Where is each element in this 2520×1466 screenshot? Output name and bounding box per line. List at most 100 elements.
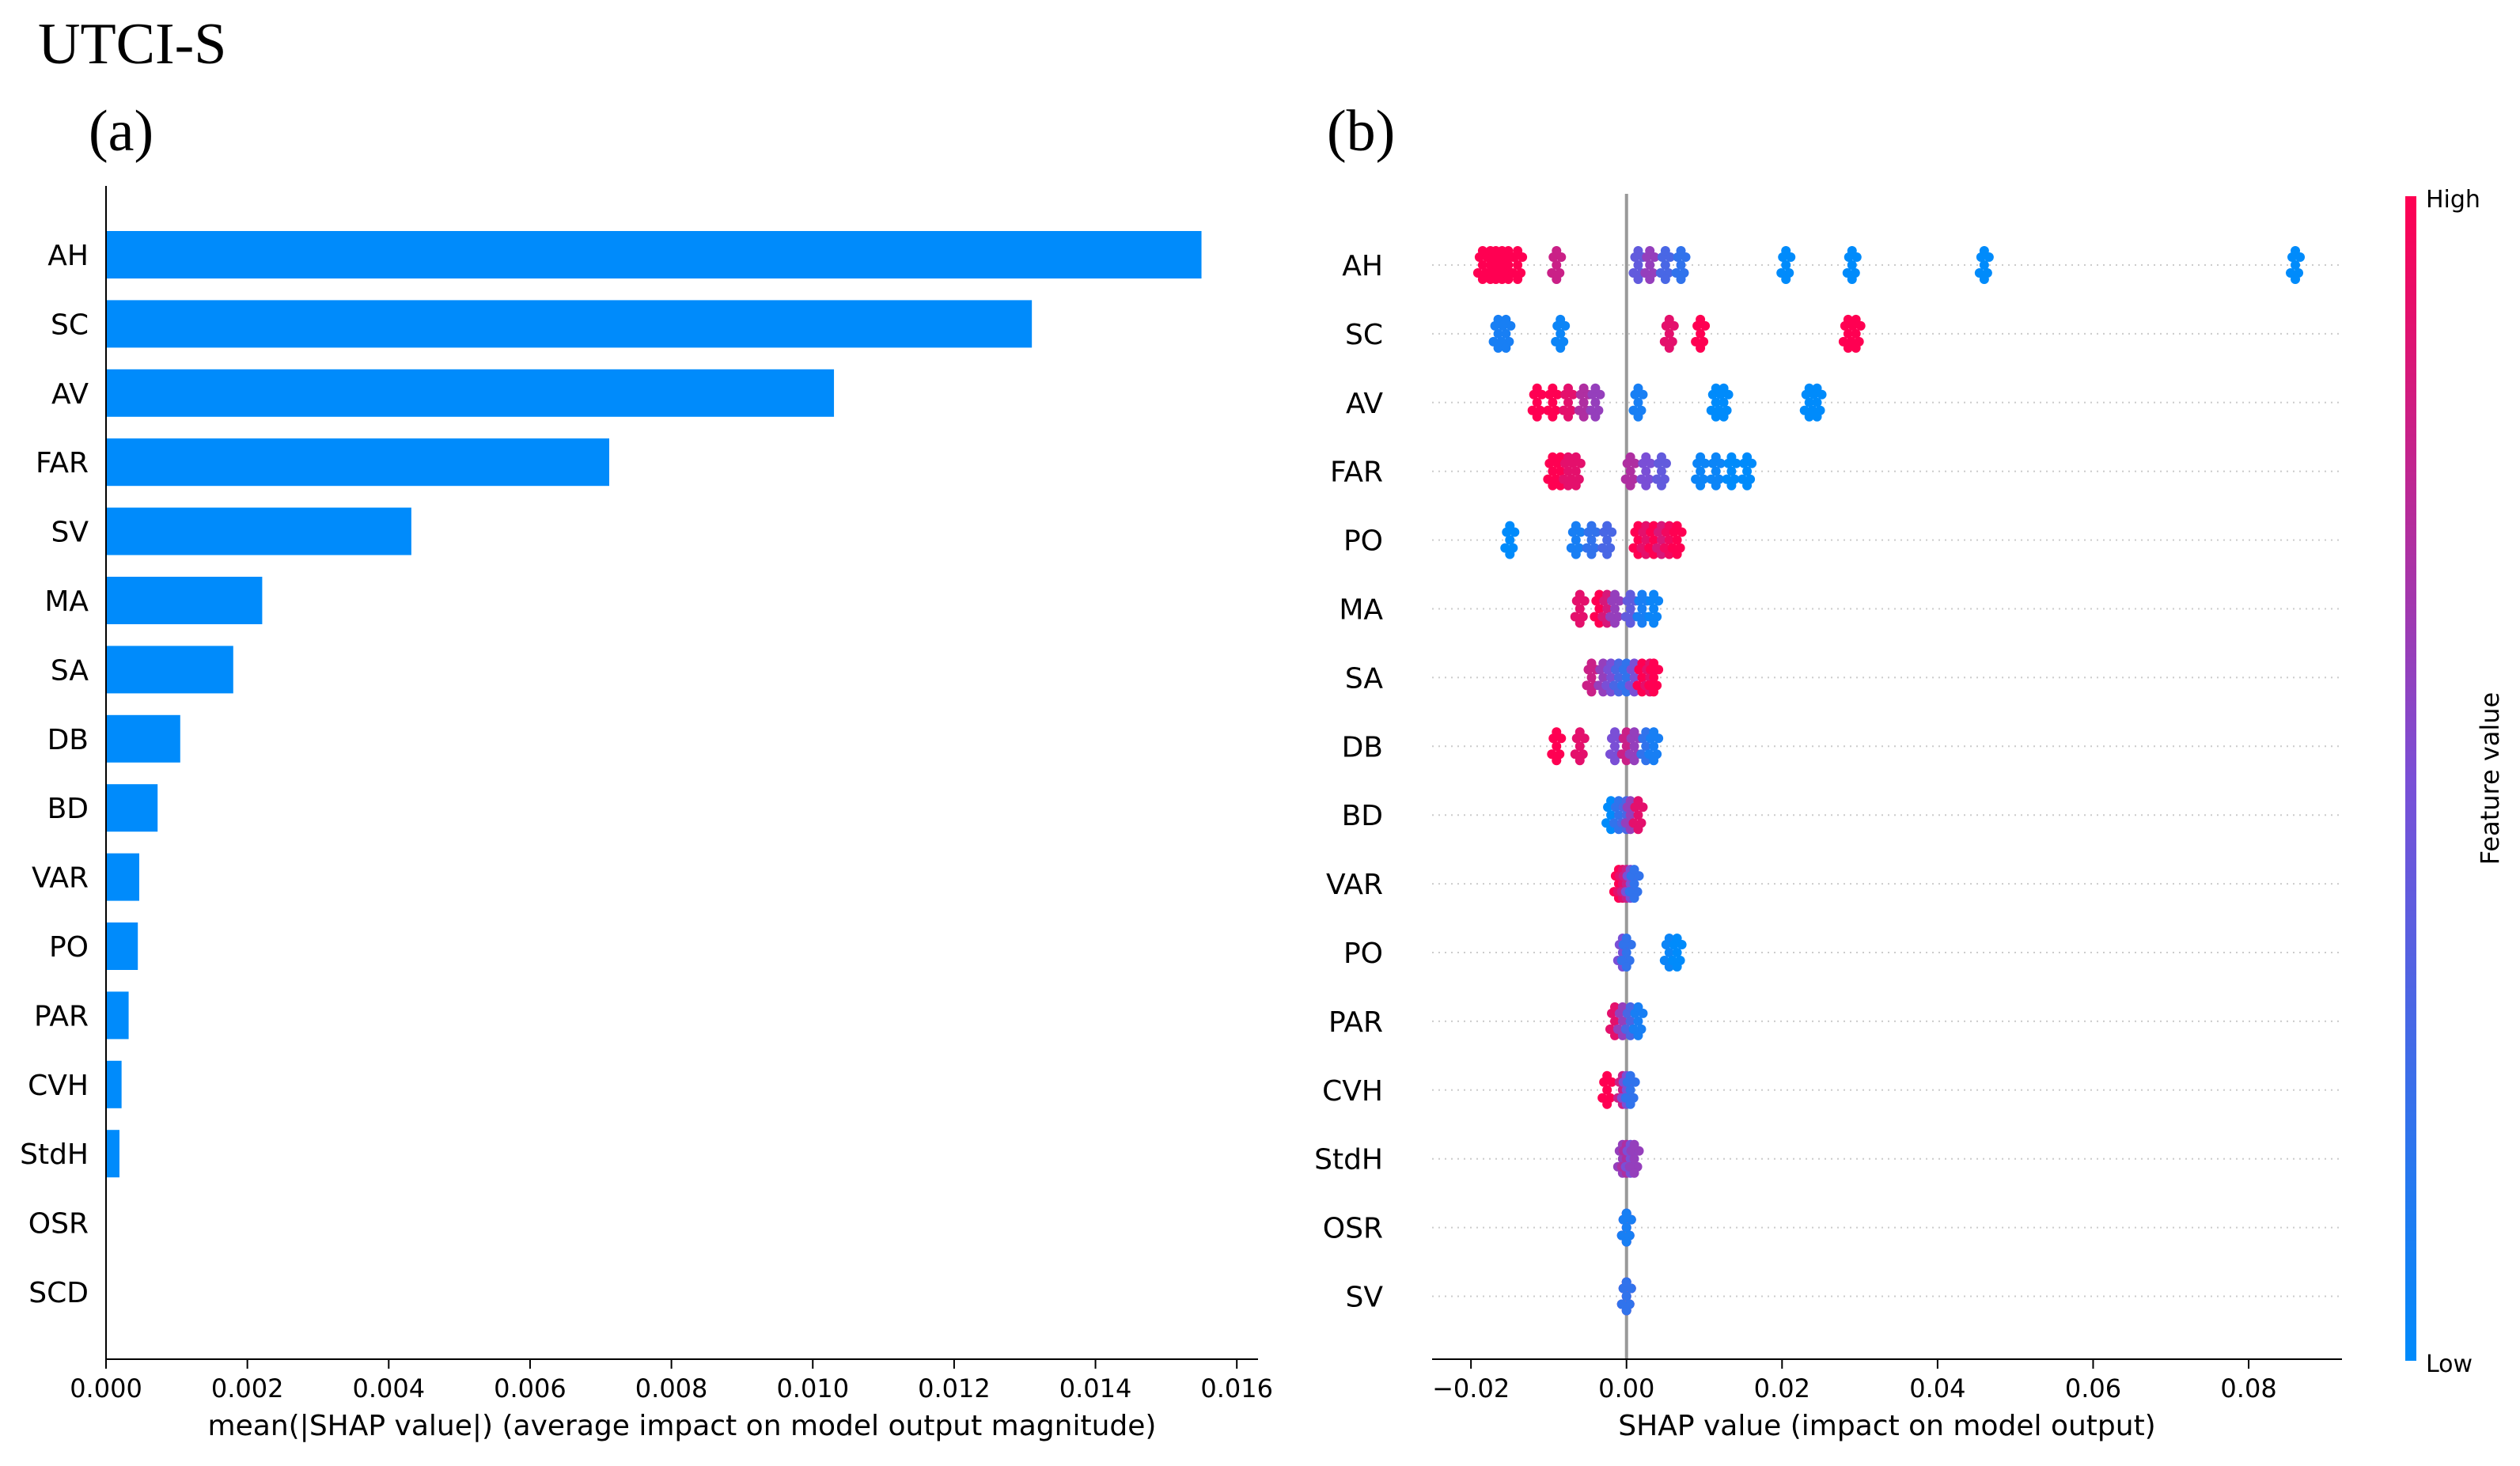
- point-ah: [1503, 260, 1514, 270]
- bar-x-tick-label: 0.006: [494, 1373, 567, 1403]
- bar-cvh: [106, 1060, 122, 1108]
- point-sc: [1696, 314, 1706, 324]
- point-av: [1812, 397, 1822, 407]
- point-po: [1633, 535, 1643, 545]
- bar-av: [106, 369, 835, 417]
- point-ah: [1645, 260, 1655, 270]
- point-ma: [1575, 618, 1585, 628]
- beeswarm-label-par: PAR: [1328, 1006, 1383, 1039]
- point-far: [1641, 466, 1651, 476]
- point-ma: [1625, 618, 1635, 628]
- point-cvh: [1602, 1085, 1612, 1095]
- point-po: [1664, 535, 1674, 545]
- point-sc: [1556, 343, 1566, 353]
- point-par: [1633, 1030, 1643, 1040]
- point-far: [1742, 466, 1753, 476]
- point-far: [1726, 466, 1737, 476]
- beeswarm-label-po: PO: [1343, 938, 1383, 970]
- point-sa: [1613, 672, 1624, 683]
- point-ma: [1575, 589, 1585, 600]
- point-av: [1590, 411, 1601, 422]
- point-ah: [1676, 246, 1686, 256]
- point-ah: [1552, 246, 1562, 256]
- beeswarm-label-osr: OSR: [1323, 1213, 1383, 1245]
- beeswarm-label-ah: AH: [1342, 250, 1383, 282]
- point-ah: [1979, 246, 1989, 256]
- point-sc: [1851, 328, 1861, 339]
- point-sa: [1649, 687, 1659, 697]
- point-ah: [1660, 275, 1670, 284]
- point-sc: [1664, 314, 1674, 324]
- bar-x-tick-label: 0.002: [211, 1373, 284, 1403]
- point-av: [1532, 397, 1542, 407]
- point-var: [1629, 865, 1639, 875]
- bar-label-db: DB: [47, 724, 89, 756]
- bar-x-tick-label: 0.012: [918, 1373, 991, 1403]
- point-far: [1625, 466, 1635, 476]
- point-far: [1742, 452, 1753, 462]
- point-ah: [2291, 275, 2301, 284]
- point-sc: [1556, 314, 1566, 324]
- bar-label-stdh: StdH: [20, 1138, 89, 1171]
- point-osr: [1621, 1222, 1631, 1233]
- bar-label-scd: SCD: [28, 1277, 89, 1309]
- point-far: [1696, 480, 1706, 491]
- point-sc: [1556, 328, 1566, 339]
- bar-ah: [106, 231, 1202, 278]
- point-stdh: [1629, 1168, 1639, 1178]
- point-ma: [1602, 604, 1612, 614]
- beeswarm-x-tick-label: 0.00: [1598, 1373, 1654, 1403]
- beeswarm-points: [1472, 246, 2306, 1316]
- bar-x-tick-label: 0.014: [1059, 1373, 1132, 1403]
- bar-chart-panel: AH SC AV FAR SV MA SA DB BD VAR PO PAR CVH StdH OSR SCD…: [20, 186, 1273, 1442]
- bar-var: [106, 853, 139, 901]
- point-db: [1649, 727, 1659, 737]
- beeswarm-label-sc: SC: [1345, 319, 1383, 351]
- point-far: [1742, 480, 1753, 491]
- point-po: [1586, 535, 1597, 545]
- point-ah: [1503, 246, 1514, 256]
- bar-sc: [106, 300, 1033, 348]
- bar-db: [106, 714, 180, 763]
- point-far: [1726, 452, 1737, 462]
- point-av: [1563, 383, 1574, 393]
- point-ah: [1477, 260, 1487, 270]
- point-ma: [1637, 604, 1647, 614]
- point-sa: [1586, 658, 1597, 669]
- point-stdh: [1629, 1139, 1639, 1150]
- point-ah: [1781, 246, 1791, 256]
- point-far: [1625, 480, 1635, 491]
- point-far: [1641, 452, 1651, 462]
- figure-title: UTCI-S: [38, 12, 226, 77]
- panel-b-label: (b): [1327, 99, 1395, 164]
- point-ah: [1979, 260, 1989, 270]
- bar-chart-bars: [106, 231, 1202, 1178]
- bar-sv: [106, 507, 411, 555]
- point-sa: [1606, 672, 1616, 683]
- beeswarm-x-tick-label: 0.08: [2220, 1373, 2276, 1403]
- point-av: [1633, 411, 1643, 422]
- point-bd: [1633, 810, 1643, 820]
- point-po: [1602, 535, 1612, 545]
- point-sa: [1637, 672, 1647, 683]
- bar-label-bd: BD: [47, 793, 89, 825]
- beeswarm-label-po: PO: [1343, 525, 1383, 558]
- point-db: [1575, 727, 1585, 737]
- point-ah: [2291, 260, 2301, 270]
- point-av: [1548, 383, 1558, 393]
- point-sc: [1851, 314, 1861, 324]
- point-sc: [1664, 343, 1674, 353]
- point-av: [1578, 397, 1589, 407]
- point-ah: [1633, 246, 1643, 256]
- point-far: [1656, 480, 1666, 491]
- point-po: [1586, 549, 1597, 559]
- point-db: [1629, 727, 1639, 737]
- point-far: [1711, 452, 1721, 462]
- beeswarm-label-sv: SV: [1346, 1282, 1384, 1314]
- point-av: [1563, 397, 1574, 407]
- point-db: [1629, 756, 1639, 766]
- point-cvh: [1625, 1070, 1635, 1081]
- point-av: [1719, 383, 1729, 393]
- bar-x-tick-label: 0.010: [776, 1373, 849, 1403]
- point-db: [1649, 756, 1659, 766]
